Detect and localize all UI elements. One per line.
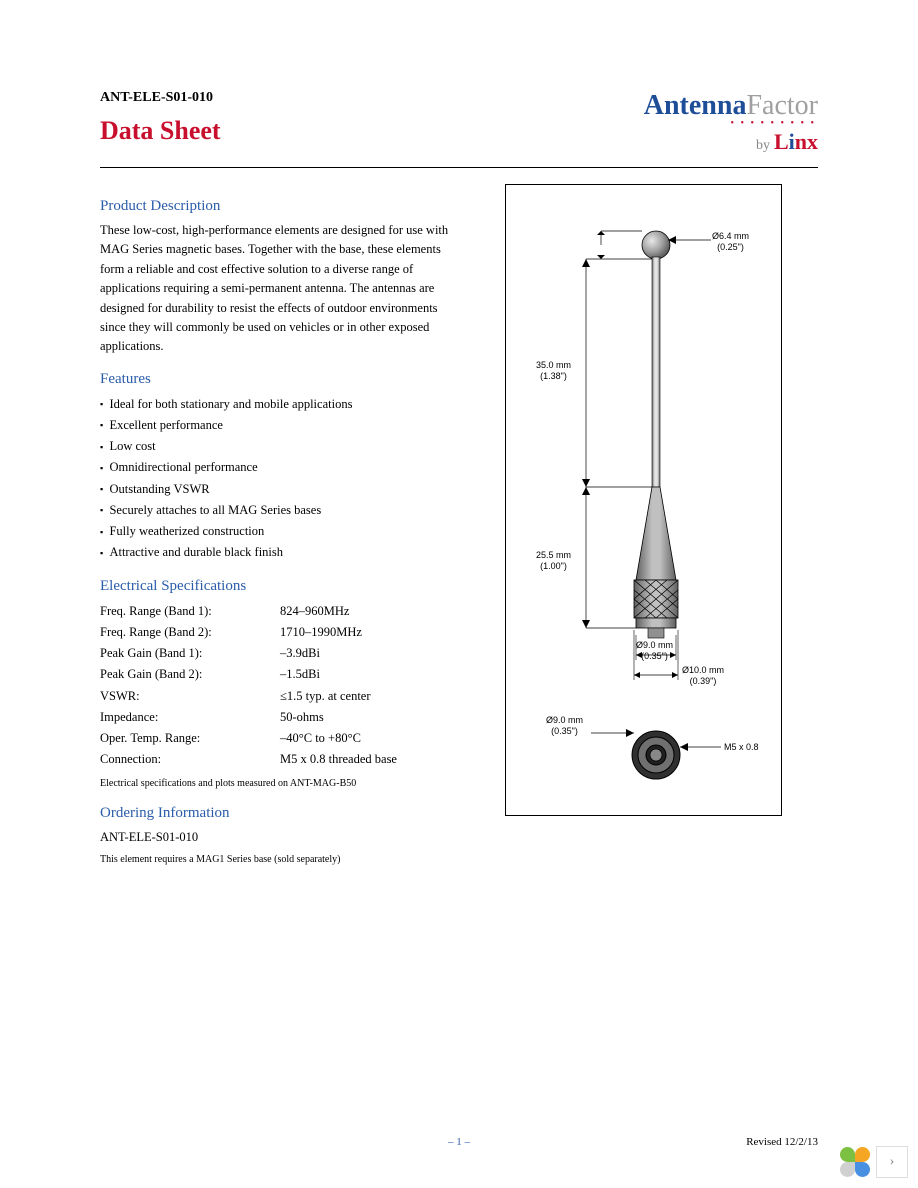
- logo-word-antenna: Antenna: [644, 90, 747, 121]
- dim-body-len-in: (1.00"): [540, 561, 567, 571]
- feature-item: Attractive and durable black finish: [100, 542, 449, 563]
- features-list: Ideal for both stationary and mobile app…: [100, 394, 449, 564]
- feature-item: Ideal for both stationary and mobile app…: [100, 394, 449, 415]
- dim-ball-dia-in: (0.25"): [717, 242, 744, 252]
- spec-label: Freq. Range (Band 2):: [100, 622, 280, 643]
- dim-whip-len-mm: 35.0 mm: [536, 360, 571, 370]
- product-description-title: Product Description: [100, 198, 449, 215]
- dim-base-dia: Ø10.0 mm (0.39"): [682, 665, 724, 687]
- feature-item: Omnidirectional performance: [100, 457, 449, 478]
- content: Product Description These low-cost, high…: [100, 184, 818, 867]
- electrical-note: Electrical specifications and plots meas…: [100, 777, 449, 791]
- corner-flower-icon[interactable]: [840, 1147, 870, 1177]
- spec-value: ≤1.5 typ. at center: [280, 686, 449, 707]
- dim-bottom-dia: Ø9.0 mm (0.35"): [546, 715, 583, 737]
- header-left: ANT-ELE-S01-010 Data Sheet: [100, 90, 644, 146]
- dim-top-dia-in: (0.35"): [641, 651, 668, 661]
- logo-word-factor: Factor: [746, 90, 818, 121]
- spec-label: VSWR:: [100, 686, 280, 707]
- spec-value: 50-ohms: [280, 707, 449, 728]
- dim-base-dia-mm: Ø10.0 mm: [682, 665, 724, 675]
- dim-top-dia: Ø9.0 mm (0.35"): [636, 640, 673, 662]
- doc-title: Data Sheet: [100, 116, 644, 146]
- spec-label: Peak Gain (Band 1):: [100, 643, 280, 664]
- spec-label: Impedance:: [100, 707, 280, 728]
- feature-item: Outstanding VSWR: [100, 479, 449, 500]
- dim-ball-dia-mm: Ø6.4 mm: [712, 231, 749, 241]
- dim-ball-dia: Ø6.4 mm (0.25"): [712, 231, 749, 253]
- logo-by: by: [756, 138, 770, 153]
- spec-value: –1.5dBi: [280, 664, 449, 685]
- footer: – 1 – Revised 12/2/13: [100, 1136, 818, 1148]
- spec-row: Oper. Temp. Range:–40°C to +80°C: [100, 728, 449, 749]
- spec-label: Oper. Temp. Range:: [100, 728, 280, 749]
- dim-whip-len-in: (1.38"): [540, 371, 567, 381]
- spec-value: –3.9dBi: [280, 643, 449, 664]
- feature-item: Securely attaches to all MAG Series base…: [100, 500, 449, 521]
- left-column: Product Description These low-cost, high…: [100, 184, 449, 867]
- spec-row: Peak Gain (Band 2):–1.5dBi: [100, 664, 449, 685]
- ordering-note: This element requires a MAG1 Series base…: [100, 853, 449, 867]
- feature-item: Low cost: [100, 436, 449, 457]
- page-number: – 1 –: [448, 1136, 470, 1148]
- right-column: Ø6.4 mm (0.25") 35.0 mm (1.38") 25.5 mm …: [469, 184, 818, 867]
- spec-label: Peak Gain (Band 2):: [100, 664, 280, 685]
- spec-row: Freq. Range (Band 2):1710–1990MHz: [100, 622, 449, 643]
- spec-label: Freq. Range (Band 1):: [100, 601, 280, 622]
- corner-widget: ›: [840, 1146, 908, 1178]
- spec-value: M5 x 0.8 threaded base: [280, 749, 449, 770]
- dim-bottom-dia-mm: Ø9.0 mm: [546, 715, 583, 725]
- dim-bottom-dia-in: (0.35"): [551, 726, 578, 736]
- header: ANT-ELE-S01-010 Data Sheet AntennaFactor…: [100, 90, 818, 168]
- spec-row: VSWR:≤1.5 typ. at center: [100, 686, 449, 707]
- spec-label: Connection:: [100, 749, 280, 770]
- dim-base-dia-in: (0.39"): [690, 676, 717, 686]
- spec-value: –40°C to +80°C: [280, 728, 449, 749]
- features-title: Features: [100, 371, 449, 388]
- spec-row: Impedance:50-ohms: [100, 707, 449, 728]
- ordering-part: ANT-ELE-S01-010: [100, 828, 449, 847]
- dim-whip-len: 35.0 mm (1.38"): [536, 360, 571, 382]
- feature-item: Fully weatherized construction: [100, 521, 449, 542]
- electrical-title: Electrical Specifications: [100, 578, 449, 595]
- spec-value: 1710–1990MHz: [280, 622, 449, 643]
- dim-top-dia-mm: Ø9.0 mm: [636, 640, 673, 650]
- antenna-diagram: Ø6.4 mm (0.25") 35.0 mm (1.38") 25.5 mm …: [505, 184, 782, 816]
- spec-row: Connection:M5 x 0.8 threaded base: [100, 749, 449, 770]
- spec-row: Freq. Range (Band 1):824–960MHz: [100, 601, 449, 622]
- dim-thread: M5 x 0.8: [724, 742, 759, 753]
- ordering-title: Ordering Information: [100, 805, 449, 822]
- spec-table: Freq. Range (Band 1):824–960MHzFreq. Ran…: [100, 601, 449, 771]
- product-description-body: These low-cost, high-performance element…: [100, 221, 449, 357]
- dim-body-len: 25.5 mm (1.00"): [536, 550, 571, 572]
- logo-brand: Linx: [774, 129, 818, 154]
- dim-body-len-mm: 25.5 mm: [536, 550, 571, 560]
- part-number: ANT-ELE-S01-010: [100, 90, 644, 106]
- spec-row: Peak Gain (Band 1):–3.9dBi: [100, 643, 449, 664]
- logo: AntennaFactor • • • • • • • • • by Linx: [644, 90, 818, 155]
- corner-next-button[interactable]: ›: [876, 1146, 908, 1178]
- logo-byline: by Linx: [644, 129, 818, 155]
- spec-value: 824–960MHz: [280, 601, 449, 622]
- feature-item: Excellent performance: [100, 415, 449, 436]
- revised-date: Revised 12/2/13: [746, 1136, 818, 1148]
